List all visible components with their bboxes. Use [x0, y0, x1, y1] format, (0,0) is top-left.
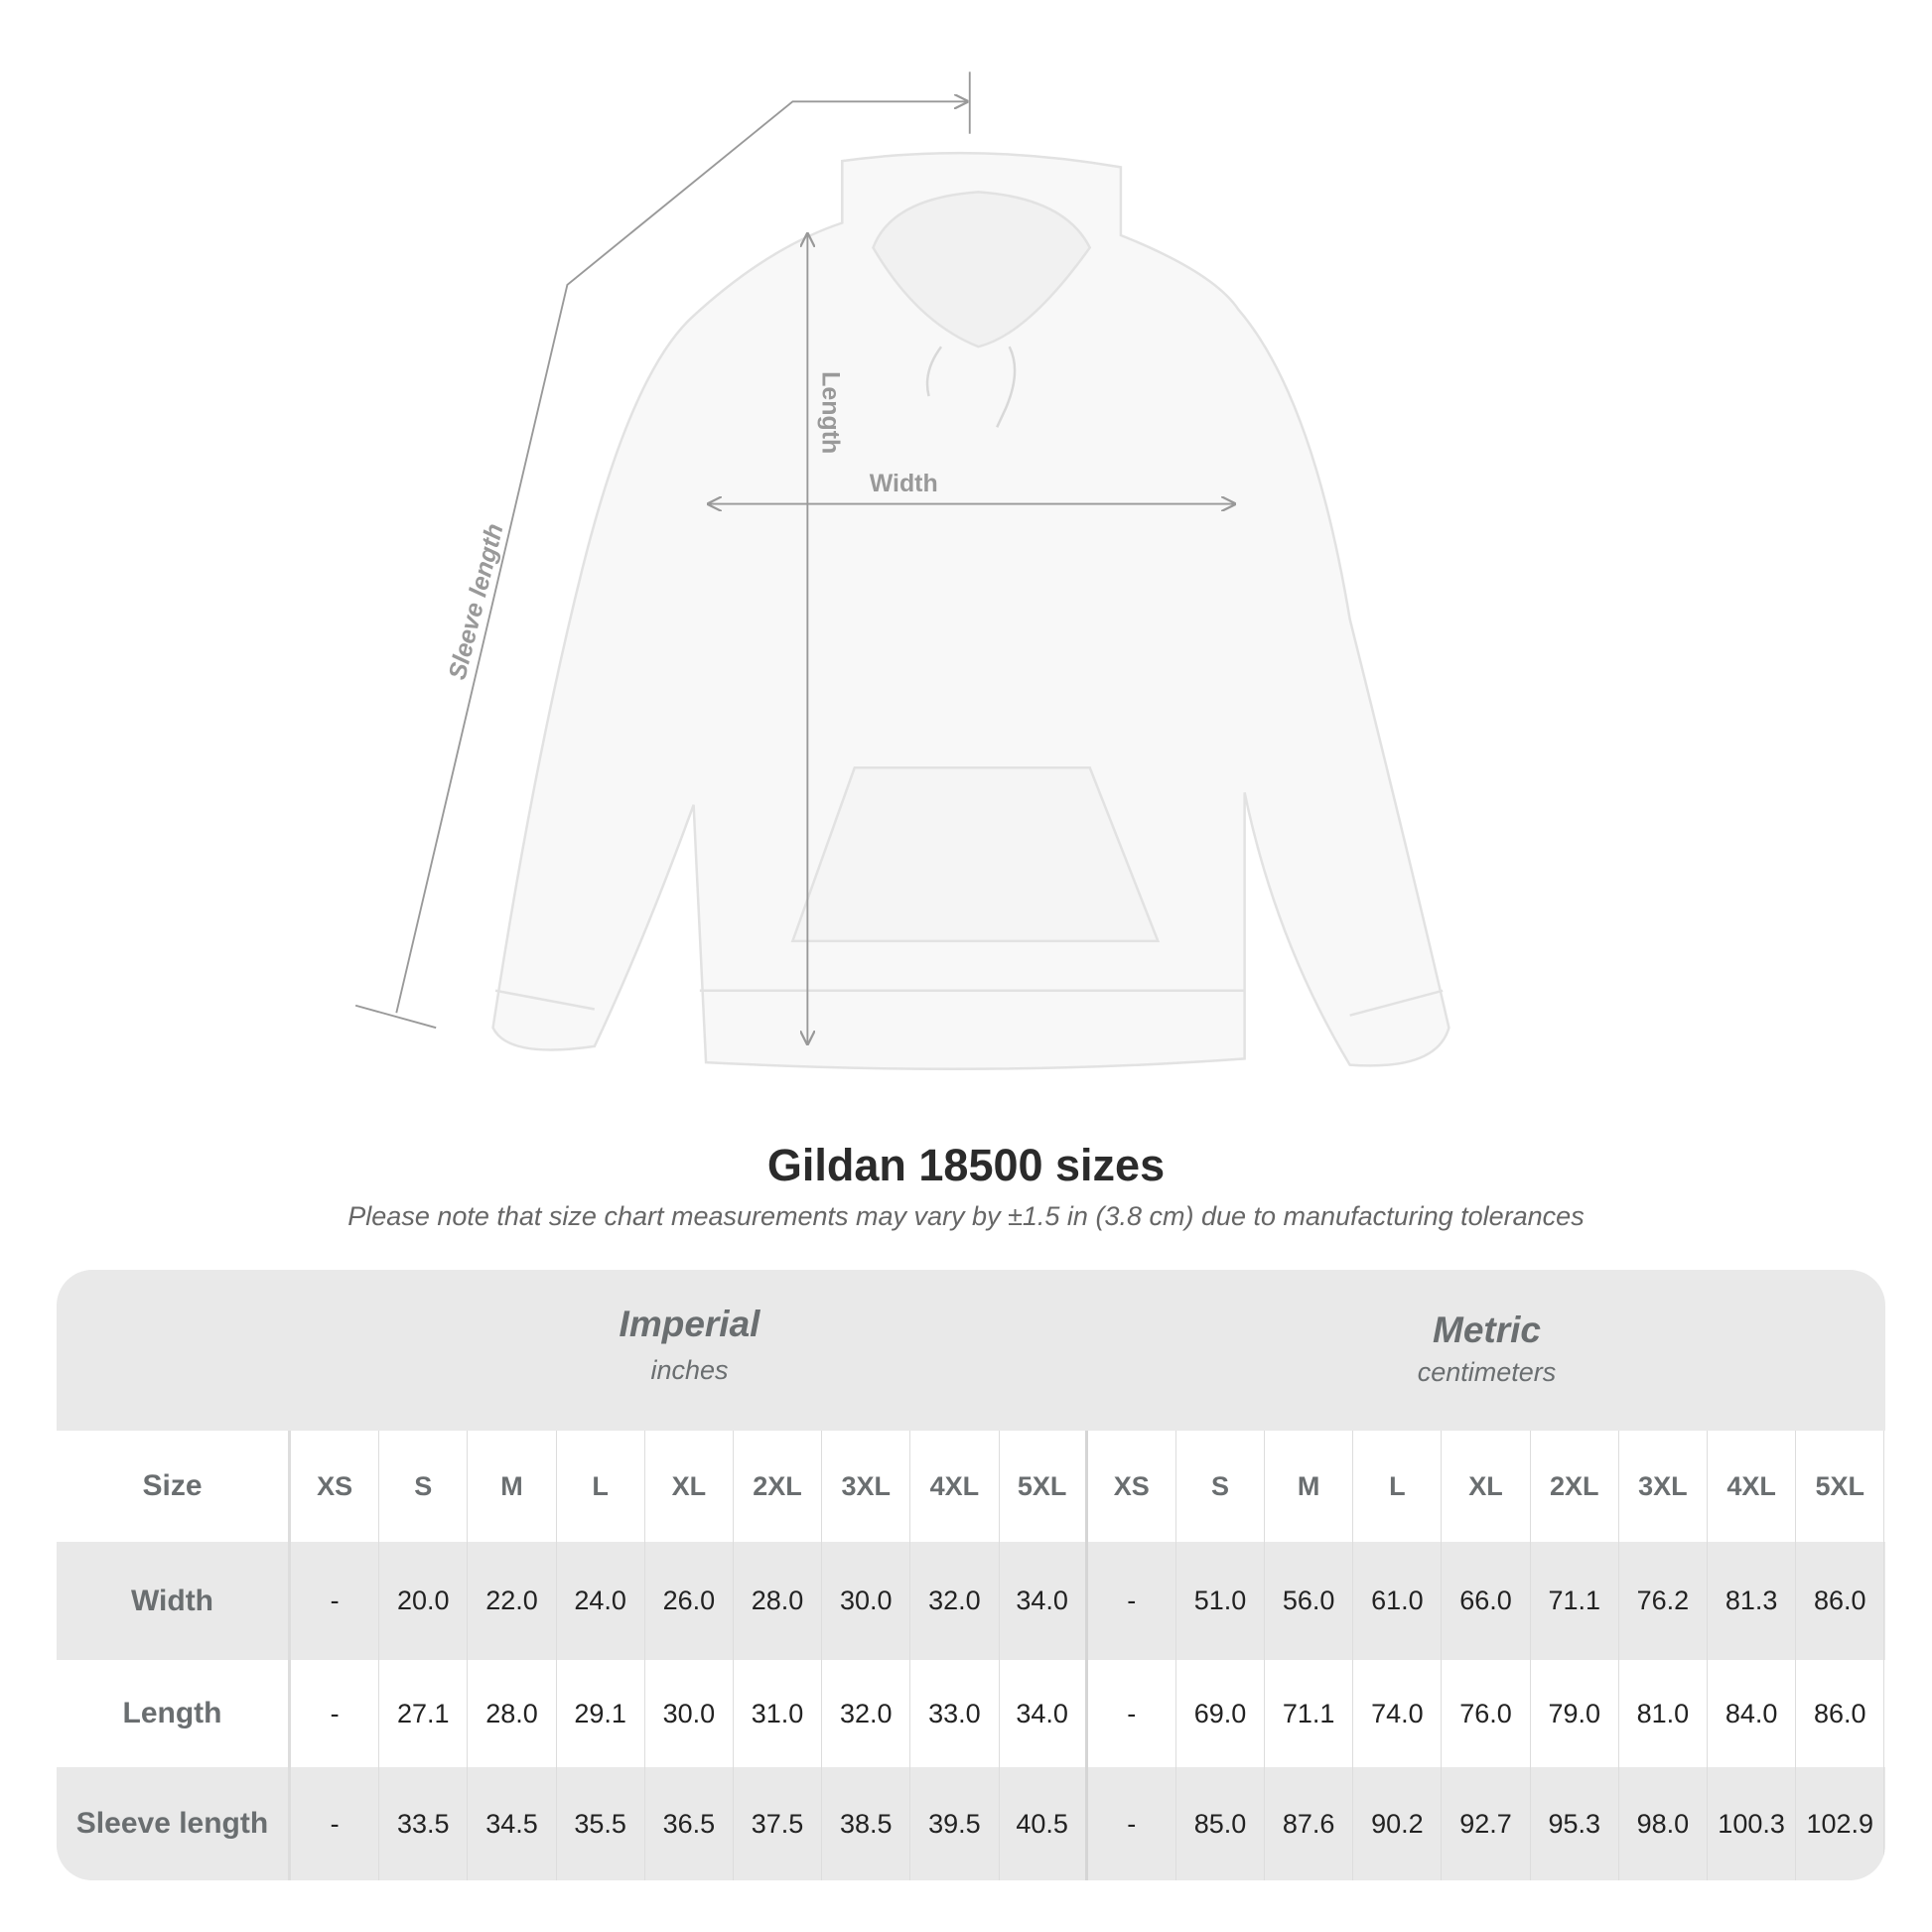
imperial-unit: inches [650, 1355, 729, 1385]
table-cell: - [1088, 1542, 1176, 1660]
size-header-cell: XS [291, 1431, 380, 1542]
table-cell: 34.5 [468, 1767, 557, 1880]
table-cell: - [291, 1767, 380, 1880]
table-cell: 71.1 [1531, 1542, 1619, 1660]
size-header-cell: 3XL [822, 1431, 911, 1542]
table-cell: 61.0 [1353, 1542, 1443, 1660]
table-cell: 34.0 [1000, 1542, 1088, 1660]
size-header-cell: XS [1088, 1431, 1176, 1542]
table-cell: 84.0 [1708, 1660, 1797, 1767]
table-cell: 30.0 [822, 1542, 911, 1660]
table-cell: 98.0 [1619, 1767, 1708, 1880]
table-cell: 35.5 [557, 1767, 645, 1880]
size-header-cell: 4XL [910, 1431, 1000, 1542]
table-cell: - [291, 1542, 380, 1660]
table-cell: 34.0 [1000, 1660, 1088, 1767]
table-row: Length -27.1 28.0 29.1 30.0 31.0 32.0 33.0 34.0-… [57, 1660, 1885, 1767]
size-header-cell: L [1353, 1431, 1443, 1542]
table-cell: 32.0 [822, 1660, 911, 1767]
table-cell: 31.0 [734, 1660, 823, 1767]
table-cell: 102.9 [1796, 1767, 1885, 1880]
table-cell: 100.3 [1708, 1767, 1797, 1880]
table-cell: 27.1 [379, 1660, 469, 1767]
table-cell: - [291, 1660, 380, 1767]
table-cell: 95.3 [1531, 1767, 1619, 1880]
size-header-cell: 4XL [1708, 1431, 1797, 1542]
sleeve-length-label: Sleeve length [444, 521, 509, 683]
table-cell: 90.2 [1353, 1767, 1443, 1880]
table-cell: 22.0 [468, 1542, 557, 1660]
size-header-cell: L [557, 1431, 645, 1542]
tolerance-note: Please note that size chart measurements… [347, 1201, 1585, 1231]
table-row: Sleeve length -33.5 34.5 35.5 36.5 37.5 38.5 39… [57, 1767, 1885, 1880]
table-cell: 81.3 [1708, 1542, 1797, 1660]
table-cell: 87.6 [1265, 1767, 1354, 1880]
table-cell: 26.0 [645, 1542, 734, 1660]
table-cell: - [1088, 1660, 1176, 1767]
size-header-cell: S [1176, 1431, 1266, 1542]
size-header-cell: 2XL [1531, 1431, 1619, 1542]
table-cell: 71.1 [1265, 1660, 1354, 1767]
width-label: Width [870, 470, 938, 497]
size-header-cell: 5XL [1796, 1431, 1885, 1542]
table-cell: 33.0 [910, 1660, 1000, 1767]
table-cell: 76.0 [1442, 1660, 1531, 1767]
table-cell: 79.0 [1531, 1660, 1619, 1767]
size-header-cell: 5XL [1000, 1431, 1088, 1542]
page-title: Gildan 18500 sizes [766, 1140, 1166, 1190]
table-cell: 30.0 [645, 1660, 734, 1767]
table-cell: 28.0 [468, 1660, 557, 1767]
table-cell: 69.0 [1176, 1660, 1266, 1767]
table-cell: 74.0 [1353, 1660, 1443, 1767]
row-label: Length [57, 1660, 291, 1767]
table-cell: 38.5 [822, 1767, 911, 1880]
table-cell: 92.7 [1442, 1767, 1531, 1880]
size-header-cell: S [379, 1431, 469, 1542]
table-cell: 39.5 [910, 1767, 1000, 1880]
length-label: Length [816, 371, 844, 454]
imperial-label: Imperial [619, 1304, 760, 1344]
row-label: Sleeve length [57, 1767, 291, 1880]
table-cell: 56.0 [1265, 1542, 1354, 1660]
size-header-row: Size XS S M L XL 2XL 3XL 4XL 5XL XS S M L XL 2XL 3XL 4XL 5… [57, 1431, 1885, 1542]
table-cell: - [1088, 1767, 1176, 1880]
row-label: Size [57, 1431, 291, 1542]
metric-unit: centimeters [1417, 1357, 1557, 1387]
table-cell: 81.0 [1619, 1660, 1708, 1767]
imperial-header: Imperial inches [291, 1270, 1088, 1431]
table-cell: 33.5 [379, 1767, 469, 1880]
metric-label: Metric [1433, 1310, 1541, 1350]
table-cell: 28.0 [734, 1542, 823, 1660]
size-header-cell: M [468, 1431, 557, 1542]
table-cell: 36.5 [645, 1767, 734, 1880]
table-cell: 32.0 [910, 1542, 1000, 1660]
size-header-cell: 3XL [1619, 1431, 1708, 1542]
hoodie-image [491, 151, 1450, 1071]
table-row: Width -20.0 22.0 24.0 26.0 28.0 30.0 32.0 34.0-5… [57, 1542, 1885, 1660]
hoodie-diagram: Length Width Sleeve length [354, 71, 1450, 1071]
table-cell: 20.0 [379, 1542, 469, 1660]
size-table: Imperial inches Metric centimeters Size X… [57, 1270, 1885, 1880]
table-cell: 86.0 [1796, 1660, 1885, 1767]
table-cell: 66.0 [1442, 1542, 1531, 1660]
table-cell: 37.5 [734, 1767, 823, 1880]
size-header-cell: 2XL [734, 1431, 823, 1542]
size-header-cell: M [1265, 1431, 1354, 1542]
size-header-cell: XL [1442, 1431, 1531, 1542]
table-cell: 76.2 [1619, 1542, 1708, 1660]
table-cell: 24.0 [557, 1542, 645, 1660]
table-cell: 29.1 [557, 1660, 645, 1767]
table-cell: 86.0 [1796, 1542, 1885, 1660]
table-cell: 85.0 [1176, 1767, 1266, 1880]
size-header-cell: XL [645, 1431, 734, 1542]
table-cell: 40.5 [1000, 1767, 1088, 1880]
metric-header: Metric centimeters [1088, 1270, 1885, 1431]
row-label: Width [57, 1542, 291, 1660]
table-cell: 51.0 [1176, 1542, 1266, 1660]
measure-lines [354, 71, 1235, 1043]
